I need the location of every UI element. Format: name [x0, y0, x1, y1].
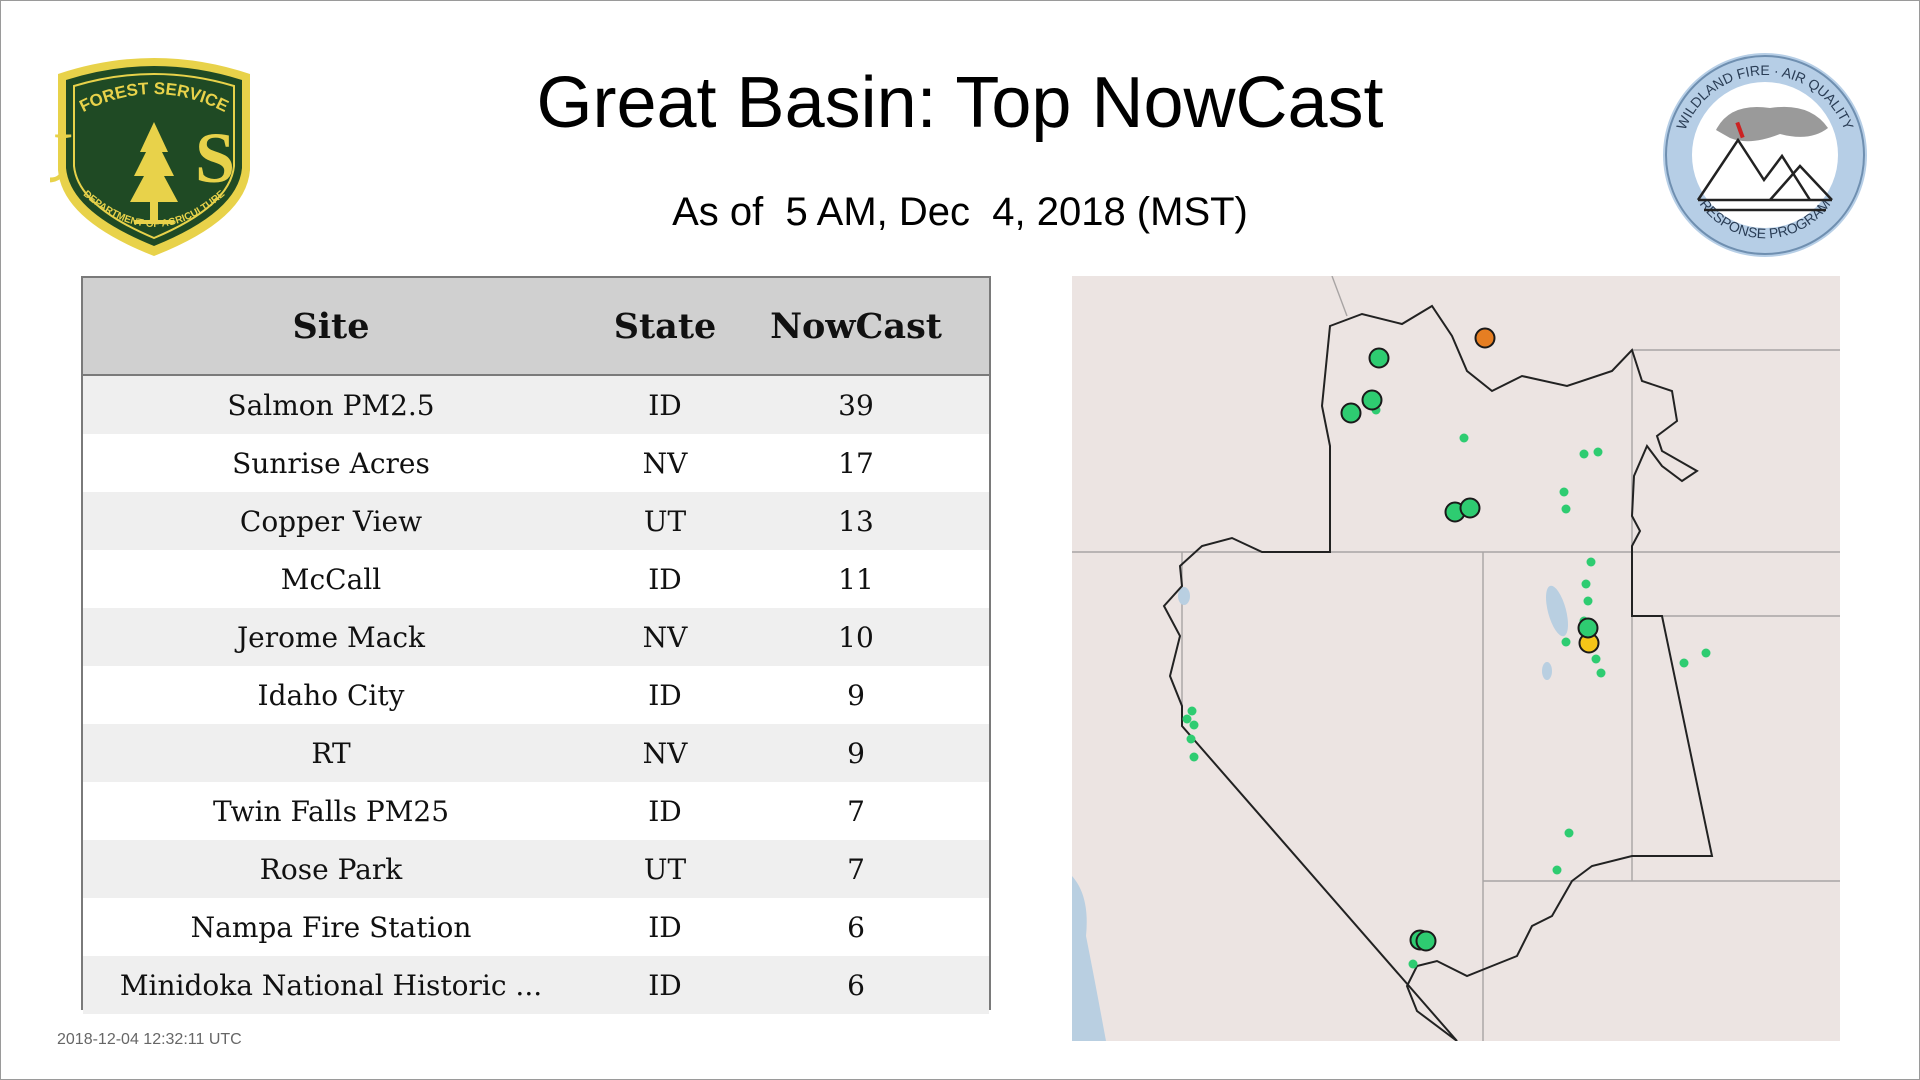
- cell-site: Rose Park: [259, 852, 403, 886]
- nowcast-table: Site State NowCast Salmon PM2.5 ID 39 Sunri…: [81, 276, 991, 1014]
- cell-site: Idaho City: [257, 678, 405, 712]
- cell-state: ID: [648, 794, 682, 828]
- site-marker-small: [1189, 720, 1199, 730]
- cell-state: UT: [643, 852, 687, 886]
- cell-state: ID: [648, 910, 682, 944]
- wildland-fire-logo: WILDLAND FIRE · AIR QUALITY RESPONSE PRO…: [1663, 53, 1867, 257]
- site-marker-small: [1581, 579, 1591, 589]
- cell-state: NV: [642, 736, 688, 770]
- cell-state: UT: [643, 504, 687, 538]
- cell-site: Twin Falls PM25: [212, 794, 450, 828]
- table-row: Idaho City ID 9: [83, 666, 989, 724]
- site-marker-small: [1583, 596, 1593, 606]
- cell-site: Copper View: [239, 504, 423, 538]
- table-row: Nampa Fire Station ID 6: [83, 898, 989, 956]
- cell-site: Minidoka National Historic ...: [119, 968, 543, 1002]
- site-marker-small: [1186, 734, 1196, 744]
- cell-nowcast: 39: [838, 388, 874, 422]
- site-marker-small: [1596, 668, 1606, 678]
- pine-tree-icon: [130, 122, 178, 224]
- cell-site: Jerome Mack: [236, 620, 426, 654]
- cell-site: RT: [311, 736, 351, 770]
- cell-site: Nampa Fire Station: [190, 910, 472, 944]
- cell-nowcast: 7: [847, 852, 865, 886]
- cell-nowcast: 7: [847, 794, 865, 828]
- page-subtitle: As of 5 AM, Dec 4, 2018 (MST): [672, 190, 1248, 234]
- site-marker-small: [1679, 658, 1689, 668]
- site-marker: [1415, 930, 1437, 952]
- cell-site: Salmon PM2.5: [227, 388, 435, 422]
- table-row: Salmon PM2.5 ID 39: [83, 376, 989, 434]
- table-row: Rose Park UT 7: [83, 840, 989, 898]
- site-marker-small: [1591, 654, 1601, 664]
- column-header-site: Site: [292, 305, 370, 347]
- table-body: Salmon PM2.5 ID 39 Sunrise Acres NV 17 Copper …: [83, 376, 989, 1014]
- cell-nowcast: 6: [847, 910, 865, 944]
- cell-site: Sunrise Acres: [232, 446, 430, 480]
- site-marker-small: [1408, 959, 1418, 969]
- site-marker-small: [1182, 714, 1192, 724]
- site-marker-small: [1559, 487, 1569, 497]
- region-outline: [1162, 304, 1714, 1041]
- site-marker-small: [1187, 706, 1197, 716]
- cell-state: ID: [648, 968, 682, 1002]
- cell-nowcast: 17: [838, 446, 874, 480]
- cell-nowcast: 6: [847, 968, 865, 1002]
- great-basin-map: [1072, 276, 1840, 1041]
- table-row: Twin Falls PM25 ID 7: [83, 782, 989, 840]
- monitor-sites: [1182, 327, 1711, 969]
- table-row: Jerome Mack NV 10: [83, 608, 989, 666]
- smoke-plume-icon: [1716, 106, 1828, 142]
- site-marker-small: [1552, 865, 1562, 875]
- page-title: Great Basin: Top NowCast: [536, 63, 1384, 143]
- table-header-row: Site State NowCast: [83, 278, 989, 376]
- column-header-state: State: [613, 305, 717, 347]
- cell-state: NV: [642, 446, 688, 480]
- site-marker-small: [1586, 557, 1596, 567]
- cell-site: McCall: [280, 562, 382, 596]
- site-marker: [1340, 402, 1362, 424]
- table-row: RT NV 9: [83, 724, 989, 782]
- site-marker-small: [1593, 447, 1603, 457]
- site-marker-small: [1701, 648, 1711, 658]
- ocean-area: [1072, 876, 1106, 1041]
- site-marker-small: [1564, 828, 1574, 838]
- table-row: Minidoka National Historic ... ID 6: [83, 956, 989, 1014]
- generated-timestamp: 2018-12-04 12:32:11 UTC: [57, 1031, 242, 1048]
- table-row: McCall ID 11: [83, 550, 989, 608]
- cell-nowcast: 11: [838, 562, 874, 596]
- site-marker-small: [1561, 637, 1571, 647]
- site-marker-small: [1459, 433, 1469, 443]
- site-marker: [1577, 617, 1599, 639]
- cell-nowcast: 9: [847, 678, 865, 712]
- site-marker: [1368, 347, 1390, 369]
- table-row: Sunrise Acres NV 17: [83, 434, 989, 492]
- lakes: [1178, 585, 1568, 680]
- cell-state: ID: [648, 562, 682, 596]
- site-marker: [1459, 497, 1481, 519]
- site-marker: [1361, 389, 1383, 411]
- site-marker-small: [1189, 752, 1199, 762]
- table-row: Copper View UT 13: [83, 492, 989, 550]
- cell-state: NV: [642, 620, 688, 654]
- column-header-nowcast: NowCast: [770, 305, 942, 347]
- forest-service-logo: FOREST SERVICE DEPARTMENT OF AGRICULTURE…: [50, 58, 250, 256]
- cell-state: ID: [648, 388, 682, 422]
- mountains-icon: [1696, 137, 1833, 212]
- site-marker-small: [1579, 449, 1589, 459]
- cell-nowcast: 13: [838, 504, 874, 538]
- cell-nowcast: 9: [847, 736, 865, 770]
- site-marker: [1474, 327, 1496, 349]
- site-marker-small: [1561, 504, 1571, 514]
- cell-nowcast: 10: [838, 620, 874, 654]
- cell-state: ID: [648, 678, 682, 712]
